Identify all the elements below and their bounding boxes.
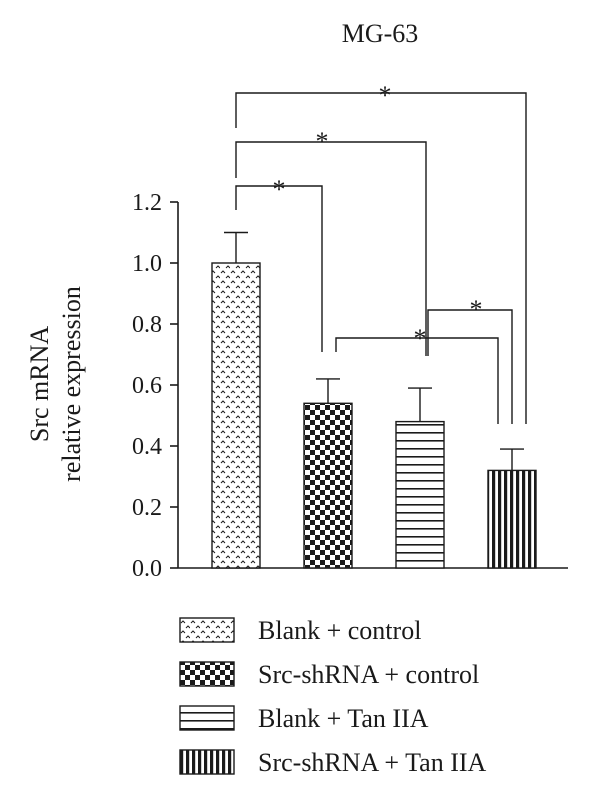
bar — [395, 420, 445, 569]
y-tick-label: 0.6 — [132, 373, 162, 399]
bar — [211, 262, 261, 569]
y-tick-label: 1.0 — [132, 251, 162, 277]
y-axis-label-line2: relative expression — [57, 286, 86, 482]
significance-bracket — [235, 141, 427, 356]
legend-label: Blank + Tan IIA — [258, 704, 429, 733]
legend: Blank + control Src-shRNA + control Blank … — [179, 616, 487, 777]
significance-bracket — [427, 309, 513, 424]
legend-swatch — [179, 617, 235, 643]
significance-star: * — [414, 324, 427, 353]
significance-star: * — [470, 295, 483, 324]
bars — [211, 231, 537, 569]
legend-label: Blank + control — [258, 616, 421, 645]
chart-title: MG-63 — [342, 19, 419, 48]
legend-swatch — [179, 749, 235, 775]
legend-swatch — [179, 705, 235, 731]
y-tick-label: 0.0 — [132, 556, 162, 582]
legend-label: Src-shRNA + Tan IIA — [258, 748, 487, 777]
significance-bracket — [235, 185, 323, 352]
significance-bracket — [235, 92, 527, 424]
y-tick-label: 1.2 — [132, 190, 162, 216]
legend-swatch — [179, 661, 235, 687]
significance-star: * — [316, 127, 329, 156]
y-tick-label: 0.4 — [132, 434, 162, 460]
bar — [487, 469, 537, 569]
bar — [303, 402, 353, 569]
y-tick-label: 0.8 — [132, 312, 162, 338]
significance-star: * — [273, 175, 286, 204]
y-axis: 0.0 0.2 0.4 0.6 0.8 1.0 1.2 — [132, 190, 568, 582]
significance-brackets: * * * * * — [235, 81, 527, 424]
significance-bracket — [335, 337, 499, 424]
significance-star: * — [379, 81, 392, 110]
legend-label: Src-shRNA + control — [258, 660, 479, 689]
y-tick-label: 0.2 — [132, 495, 162, 521]
y-axis-label-line1: Src mRNA — [25, 326, 54, 443]
